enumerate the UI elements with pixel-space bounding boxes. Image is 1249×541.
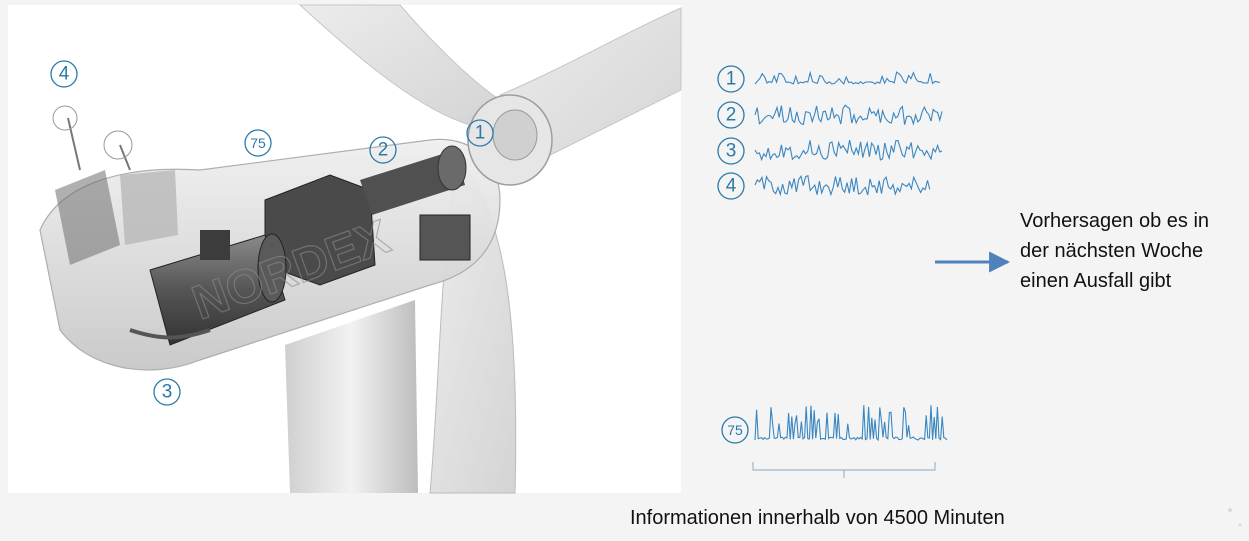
signal-2-label: 2 [726, 105, 737, 126]
signal-1-marker [717, 65, 745, 93]
wind-sensor [52, 105, 133, 171]
control-cabinet [200, 230, 230, 260]
sensor-marker-3: 3 [153, 378, 181, 406]
sensor-marker-1-label: 1 [475, 123, 486, 144]
signal-row-4: 4 [717, 172, 931, 200]
aggregate-marker-label: 75 [250, 135, 266, 151]
shaft-bearing [437, 145, 467, 191]
aggregate-signal-label: 75 [727, 422, 743, 438]
sensor-marker-4-label: 4 [59, 64, 70, 85]
sensor-marker-1-circle [466, 119, 494, 147]
cooling-pipe [129, 328, 211, 340]
aggregate-signal-marker [721, 416, 749, 444]
sensor-marker-4-circle [50, 60, 78, 88]
signal-list: 1 2 3 4 [717, 65, 943, 200]
aggregate-signal-trace [754, 405, 948, 442]
signal-1-trace [754, 70, 940, 85]
tower [285, 300, 418, 493]
signal-4-trace [754, 174, 931, 197]
sensor-marker-2-label: 2 [378, 140, 389, 161]
aggregate-signal: 75 [721, 405, 948, 478]
signal-row-3: 3 [717, 137, 943, 165]
yaw-drive [419, 214, 471, 261]
aggregate-marker: 75 [244, 129, 272, 157]
rear-cooler [55, 170, 120, 265]
signal-2-marker [717, 101, 745, 129]
rear-panel [120, 170, 178, 245]
hub-center [492, 109, 538, 161]
prediction-line-3: einen Ausfall gibt [1020, 270, 1172, 292]
sensor-marker-3-label: 3 [162, 382, 173, 403]
prediction-line-1: Vorhersagen ob es in [1020, 210, 1209, 232]
time-window-brace [752, 462, 936, 478]
signal-row-1: 1 [717, 65, 940, 93]
sensor-marker-2-circle [369, 136, 397, 164]
signal-4-label: 4 [726, 176, 737, 197]
sensor-marker-2: 2 [369, 136, 397, 164]
signal-row-2: 2 [717, 101, 943, 129]
sensor-marker-1: 1 [466, 119, 494, 147]
sensor-marker-4: 4 [50, 60, 78, 88]
aggregate-marker-circle [244, 129, 272, 157]
signal-1-label: 1 [726, 69, 737, 90]
prediction-line-2: der nächsten Woche [1020, 240, 1203, 262]
prediction-text: Vorhersagen ob es in der nächsten Woche … [1020, 210, 1209, 292]
time-window-caption: Informationen innerhalb von 4500 Minuten [630, 507, 1005, 529]
signal-4-marker [717, 172, 745, 200]
bg-speck [1228, 508, 1232, 512]
signal-2-trace [754, 104, 943, 126]
signal-3-label: 3 [726, 141, 737, 162]
turbine-illustration: NORDEX [8, 4, 682, 494]
signal-3-marker [717, 137, 745, 165]
sensor-marker-3-circle [153, 378, 181, 406]
signal-3-trace [754, 139, 943, 162]
generator-end [257, 233, 287, 303]
bg-speck [1238, 523, 1242, 527]
